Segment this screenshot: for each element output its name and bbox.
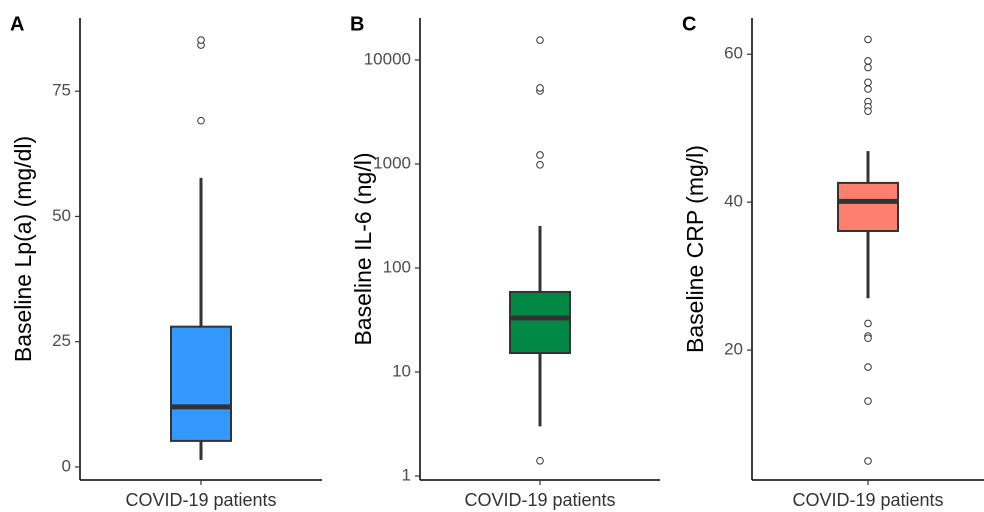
outlier bbox=[536, 84, 544, 92]
y-tick-label: 1000 bbox=[373, 153, 411, 172]
y-tick-label: 0 bbox=[62, 456, 71, 475]
box bbox=[509, 290, 571, 355]
outlier bbox=[864, 334, 872, 343]
y-tick-label: 25 bbox=[52, 331, 71, 350]
outlier bbox=[536, 36, 544, 44]
panel-label: C bbox=[682, 13, 696, 35]
x-tick-label: COVID-19 patients bbox=[464, 490, 615, 510]
outlier bbox=[536, 456, 544, 465]
outlier bbox=[864, 107, 872, 115]
outlier bbox=[864, 63, 872, 72]
outlier bbox=[864, 319, 872, 328]
outlier bbox=[197, 36, 205, 44]
y-tick-label: 50 bbox=[52, 206, 71, 225]
y-axis-title: Baseline Lp(a) (mg/dl) bbox=[10, 136, 36, 362]
y-tick-label: 75 bbox=[52, 81, 71, 100]
y-tick-label: 10 bbox=[392, 361, 411, 380]
y-tick-label: 1 bbox=[402, 465, 411, 484]
outlier bbox=[864, 457, 872, 465]
outlier bbox=[864, 35, 872, 44]
outlier bbox=[536, 151, 544, 159]
y-tick-label: 60 bbox=[724, 44, 743, 63]
outlier bbox=[864, 363, 872, 371]
panel-label: A bbox=[10, 13, 24, 35]
y-tick-label: 100 bbox=[383, 257, 411, 276]
box bbox=[170, 325, 232, 442]
x-tick-label: COVID-19 patients bbox=[125, 490, 276, 510]
box bbox=[837, 181, 899, 232]
y-axis-title: Baseline CRP (mg/l) bbox=[682, 145, 708, 353]
panel-label: B bbox=[350, 13, 364, 35]
outlier bbox=[864, 397, 872, 405]
y-axis-title: Baseline IL-6 (ng/l) bbox=[350, 152, 376, 345]
outlier bbox=[197, 116, 205, 125]
y-tick-label: 20 bbox=[724, 340, 743, 359]
outlier bbox=[864, 57, 872, 65]
y-tick-label: 40 bbox=[724, 192, 743, 211]
y-tick-label: 10000 bbox=[364, 49, 411, 68]
x-tick-label: COVID-19 patients bbox=[792, 490, 943, 510]
outlier bbox=[864, 85, 872, 93]
outlier bbox=[864, 78, 872, 87]
outlier bbox=[536, 161, 544, 169]
